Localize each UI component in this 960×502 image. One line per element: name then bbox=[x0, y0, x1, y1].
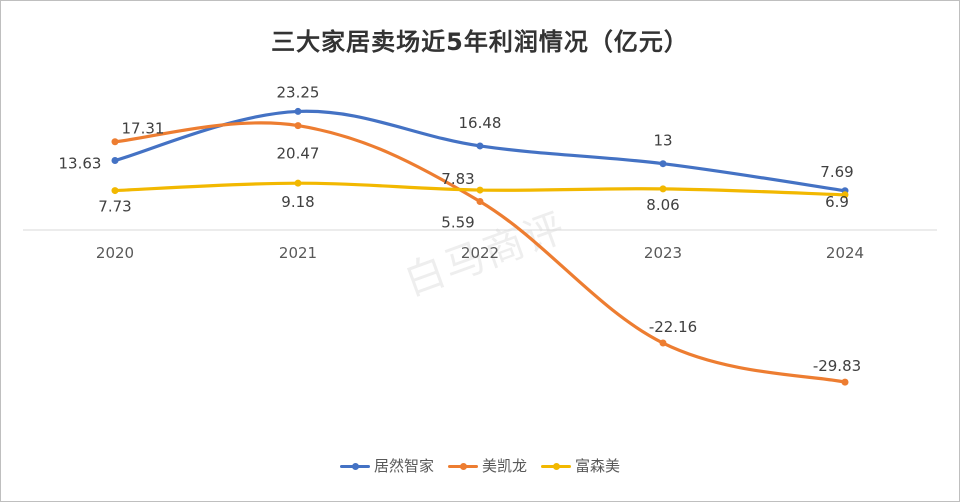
data-label: 23.25 bbox=[277, 83, 320, 101]
data-label: 9.18 bbox=[281, 193, 314, 211]
data-label: -22.16 bbox=[649, 318, 697, 336]
data-label: 13.63 bbox=[59, 154, 102, 172]
data-point bbox=[841, 191, 849, 199]
data-label: 7.73 bbox=[98, 198, 131, 216]
data-point bbox=[659, 185, 667, 193]
data-point bbox=[111, 138, 119, 146]
data-label: -29.83 bbox=[813, 357, 861, 375]
x-tick-label: 2022 bbox=[461, 244, 499, 262]
x-tick-label: 2021 bbox=[279, 244, 317, 262]
legend-item-series-0: 居然智家 bbox=[339, 455, 434, 476]
data-label: 7.69 bbox=[820, 163, 853, 181]
data-label: 16.48 bbox=[459, 114, 502, 132]
data-point bbox=[111, 187, 119, 195]
legend-label: 富森美 bbox=[575, 457, 621, 475]
legend-swatch-icon bbox=[339, 460, 370, 472]
legend-swatch-icon bbox=[541, 460, 571, 472]
data-point bbox=[659, 160, 667, 168]
data-label: 6.9 bbox=[825, 193, 849, 211]
legend-swatch-icon bbox=[447, 460, 478, 472]
data-point bbox=[659, 339, 667, 347]
data-point bbox=[294, 179, 302, 187]
data-label: 13 bbox=[653, 132, 672, 150]
data-label: 17.31 bbox=[122, 120, 165, 138]
data-label: 8.06 bbox=[646, 196, 679, 214]
data-point bbox=[294, 122, 302, 130]
x-tick-label: 2020 bbox=[96, 244, 134, 262]
legend-item-series-1: 美凯龙 bbox=[447, 455, 527, 476]
legend-label: 美凯龙 bbox=[481, 457, 527, 475]
data-label: 20.47 bbox=[277, 145, 320, 163]
data-label: 5.59 bbox=[441, 213, 474, 231]
data-point bbox=[111, 156, 119, 164]
legend-label: 居然智家 bbox=[373, 457, 434, 475]
data-label: 7.83 bbox=[441, 170, 474, 188]
chart-title: 三大家居卖场近5年利润情况（亿元） bbox=[271, 28, 689, 56]
x-tick-label: 2023 bbox=[644, 244, 682, 262]
data-point bbox=[841, 378, 849, 386]
legend: 居然智家 美凯龙 富森美 bbox=[0, 455, 960, 476]
data-point bbox=[476, 142, 484, 150]
data-point bbox=[294, 107, 302, 115]
legend-item-series-2: 富森美 bbox=[541, 455, 620, 476]
data-point bbox=[476, 186, 484, 194]
data-point bbox=[476, 197, 484, 205]
x-tick-label: 2024 bbox=[826, 244, 864, 262]
